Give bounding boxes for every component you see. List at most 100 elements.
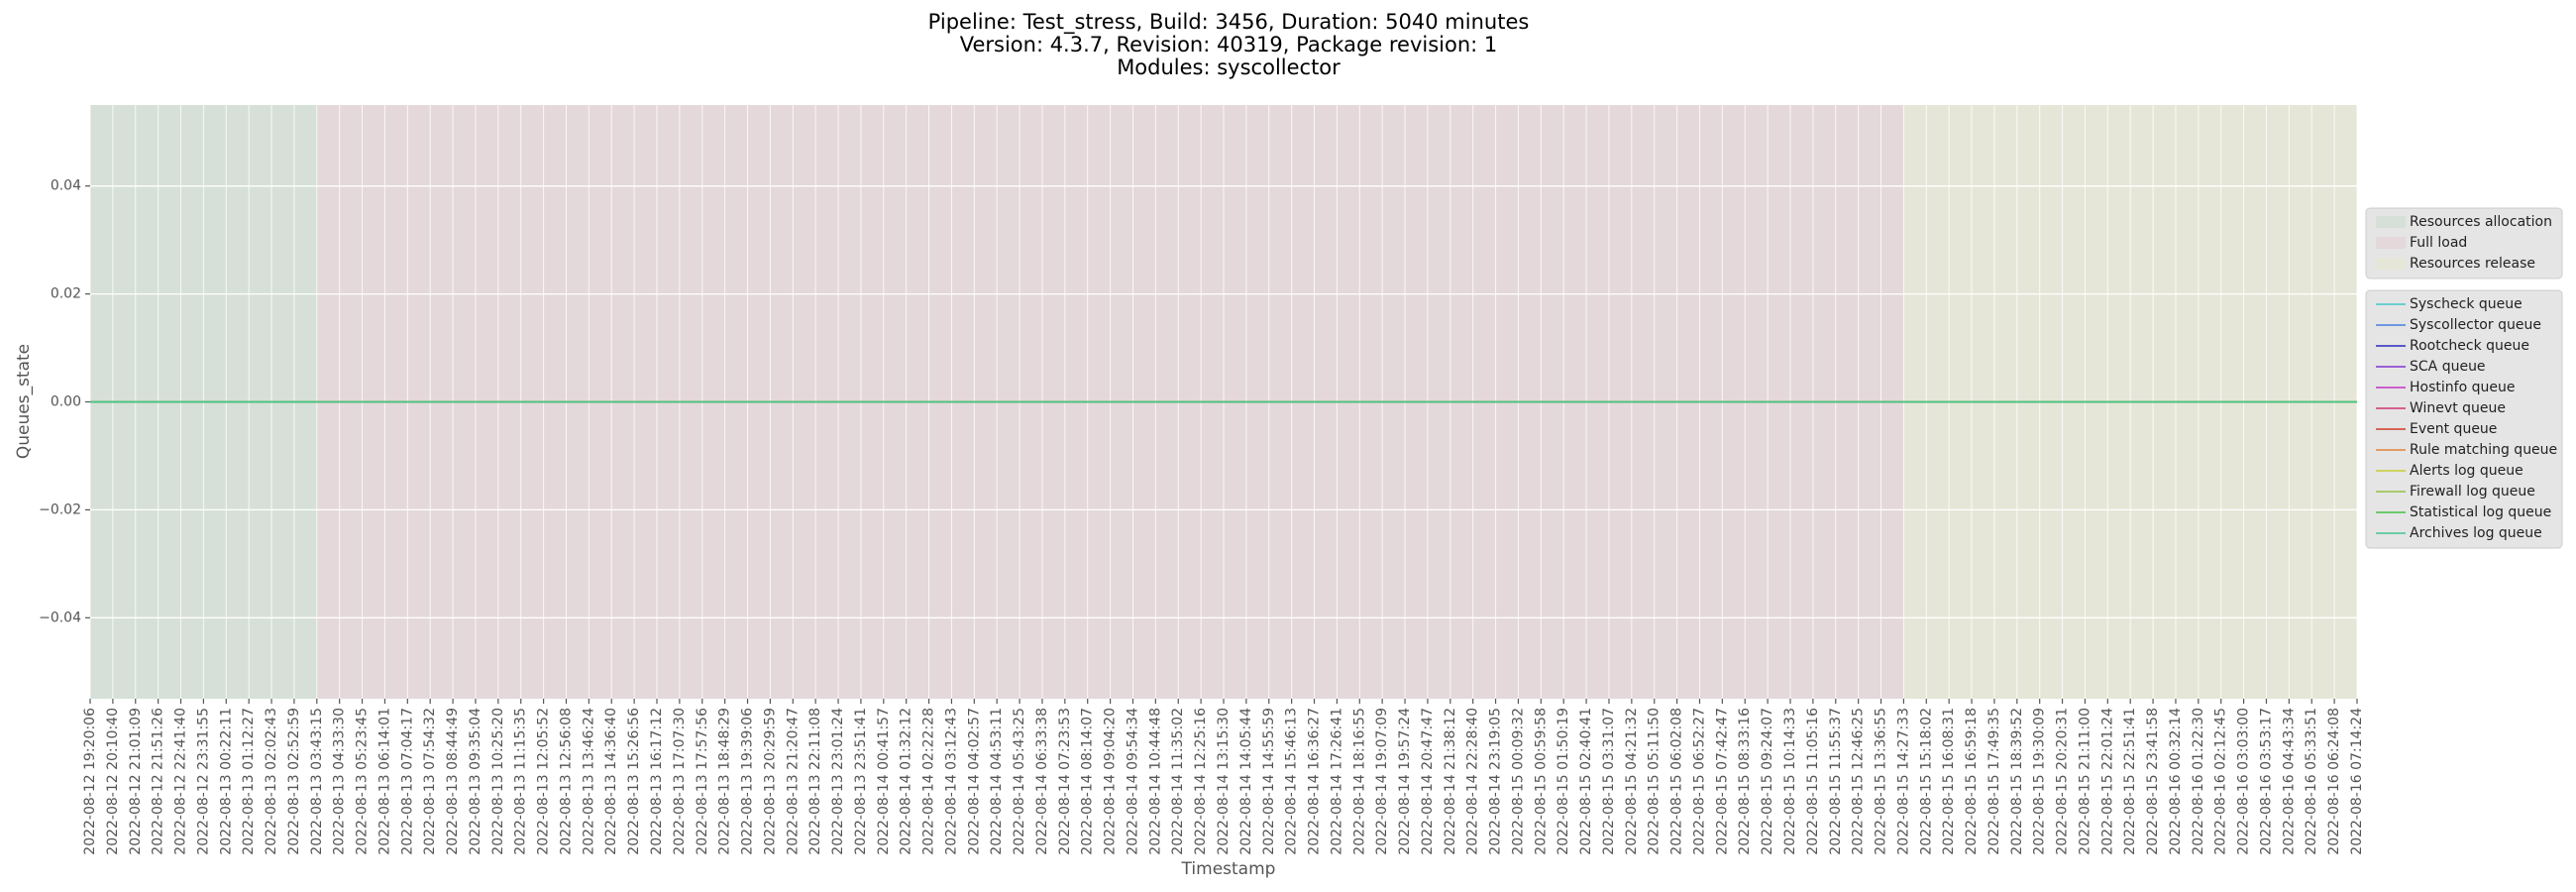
y-tick-label: −0.02: [39, 502, 81, 517]
x-tick-label: 2022-08-13 21:20:47: [785, 708, 801, 855]
y-tick-label: 0.04: [51, 178, 81, 194]
x-tick-label: 2022-08-14 13:15:30: [1216, 708, 1232, 855]
x-tick-label: 2022-08-13 05:23:45: [355, 708, 371, 855]
x-tick-label: 2022-08-16 02:12:45: [2213, 708, 2229, 855]
x-tick-label: 2022-08-12 23:31:55: [195, 708, 211, 855]
x-tick-label: 2022-08-13 02:52:59: [286, 708, 302, 855]
x-tick-label: 2022-08-13 20:29:59: [762, 708, 778, 855]
x-tick-label: 2022-08-14 14:05:44: [1238, 708, 1254, 855]
x-tick-label: 2022-08-14 20:47:47: [1420, 708, 1436, 855]
x-tick-label: 2022-08-15 00:59:58: [1533, 708, 1549, 855]
x-tick-label: 2022-08-13 23:01:24: [830, 708, 846, 855]
x-tick-label: 2022-08-13 19:39:06: [740, 708, 756, 855]
x-tick-label: 2022-08-14 10:44:48: [1147, 708, 1163, 855]
x-tick-label: 2022-08-12 21:51:26: [151, 708, 166, 855]
x-tick-label: 2022-08-14 17:26:41: [1329, 708, 1344, 855]
legend-label: SCA queue: [2410, 359, 2486, 375]
x-tick-label: 2022-08-13 07:54:32: [422, 708, 438, 855]
x-tick-label: 2022-08-15 16:59:18: [1964, 708, 1980, 855]
x-tick-label: 2022-08-13 00:22:11: [218, 708, 234, 855]
x-tick-label: 2022-08-14 09:04:20: [1103, 708, 1119, 855]
x-axis-label: Timestamp: [1181, 859, 1276, 879]
legend-label: Resources allocation: [2410, 214, 2552, 230]
x-tick-label: 2022-08-16 03:53:17: [2258, 708, 2274, 855]
x-tick-label: 2022-08-15 04:21:32: [1624, 708, 1640, 855]
x-tick-label: 2022-08-13 23:51:41: [853, 708, 869, 855]
chart-title: Pipeline: Test_stress, Build: 3456, Dura…: [928, 10, 1530, 35]
x-tick-label: 2022-08-14 05:43:25: [1012, 708, 1027, 855]
x-tick-label: 2022-08-14 14:55:59: [1261, 708, 1277, 855]
legend-swatch: [2376, 258, 2406, 270]
x-tick-label: 2022-08-13 09:35:04: [468, 708, 483, 855]
x-tick-label: 2022-08-13 18:48:29: [717, 708, 733, 855]
x-tick-label: 2022-08-15 16:08:31: [1941, 708, 1957, 855]
legend-label: Resources release: [2410, 256, 2535, 272]
x-tick-label: 2022-08-14 18:16:55: [1351, 708, 1367, 855]
x-tick-label: 2022-08-14 12:25:16: [1193, 708, 1209, 855]
legend-swatch: [2376, 216, 2406, 228]
x-tick-label: 2022-08-14 04:53:11: [989, 708, 1005, 855]
legend-label: Statistical log queue: [2410, 504, 2551, 520]
legend-box: [2365, 207, 2563, 279]
legend-label: Winevt queue: [2410, 400, 2506, 416]
x-tick-label: 2022-08-14 21:38:12: [1443, 708, 1458, 855]
y-tick-label: −0.04: [39, 610, 81, 625]
x-tick-label: 2022-08-14 03:12:43: [943, 708, 959, 855]
x-tick-label: 2022-08-15 11:05:16: [1805, 708, 1821, 855]
x-tick-label: 2022-08-15 05:11:50: [1647, 708, 1663, 855]
x-tick-label: 2022-08-14 19:57:24: [1397, 708, 1413, 855]
x-tick-label: 2022-08-15 21:11:00: [2077, 708, 2093, 855]
x-tick-label: 2022-08-15 07:42:47: [1714, 708, 1730, 855]
x-tick-label: 2022-08-15 12:46:25: [1851, 708, 1867, 855]
x-tick-label: 2022-08-13 04:33:30: [332, 708, 348, 855]
x-tick-label: 2022-08-14 09:54:34: [1125, 708, 1140, 855]
x-tick-label: 2022-08-16 06:24:08: [2326, 708, 2342, 855]
x-tick-label: 2022-08-15 09:24:07: [1760, 708, 1775, 855]
x-tick-label: 2022-08-14 02:22:28: [921, 708, 937, 855]
x-tick-label: 2022-08-16 07:14:24: [2349, 708, 2365, 855]
x-tick-label: 2022-08-14 15:46:13: [1284, 708, 1300, 855]
legend-label: Syscheck queue: [2410, 296, 2522, 312]
y-axis-label: Queues_state: [14, 344, 34, 459]
x-tick-label: 2022-08-12 21:01:09: [128, 708, 144, 855]
x-tick-label: 2022-08-12 19:20:06: [82, 708, 98, 855]
y-tick-label: 0.02: [51, 286, 81, 302]
legend-label: Hostinfo queue: [2410, 380, 2515, 395]
x-tick-label: 2022-08-12 20:10:40: [105, 708, 121, 855]
x-tick-label: 2022-08-14 19:07:09: [1374, 708, 1390, 855]
x-tick-label: 2022-08-16 04:43:34: [2281, 708, 2297, 855]
x-tick-label: 2022-08-15 17:49:35: [1986, 708, 2002, 855]
x-tick-label: 2022-08-16 01:22:30: [2191, 708, 2206, 855]
x-tick-label: 2022-08-13 02:02:43: [264, 708, 279, 855]
x-tick-label: 2022-08-15 13:36:55: [1874, 708, 1889, 855]
x-tick-label: 2022-08-14 07:23:53: [1057, 708, 1073, 855]
legend-swatch: [2376, 237, 2406, 249]
x-tick-label: 2022-08-13 12:56:08: [558, 708, 574, 855]
x-tick-label: 2022-08-13 07:04:17: [399, 708, 415, 855]
legend-label: Rootcheck queue: [2410, 338, 2529, 354]
x-tick-label: 2022-08-13 01:12:27: [241, 708, 257, 855]
x-tick-label: 2022-08-14 06:33:38: [1034, 708, 1050, 855]
x-tick-label: 2022-08-16 05:33:51: [2304, 708, 2319, 855]
x-tick-label: 2022-08-15 22:01:24: [2099, 708, 2115, 855]
x-tick-label: 2022-08-15 19:30:09: [2032, 708, 2048, 855]
chart-title: Version: 4.3.7, Revision: 40319, Package…: [960, 33, 1498, 56]
y-tick-label: 0.00: [51, 394, 81, 410]
x-tick-label: 2022-08-14 00:41:57: [876, 708, 892, 855]
x-tick-label: 2022-08-14 23:19:05: [1488, 708, 1504, 855]
x-tick-label: 2022-08-16 00:32:14: [2168, 708, 2184, 855]
x-tick-label: 2022-08-13 17:57:56: [695, 708, 710, 855]
x-tick-label: 2022-08-16 03:03:00: [2236, 708, 2252, 855]
legend-label: Firewall log queue: [2410, 484, 2535, 500]
legend-label: Alerts log queue: [2410, 463, 2523, 479]
x-tick-label: 2022-08-13 22:11:08: [807, 708, 823, 855]
x-tick-label: 2022-08-13 10:25:20: [490, 708, 506, 855]
x-tick-label: 2022-08-14 11:35:02: [1170, 708, 1186, 855]
x-tick-label: 2022-08-15 20:20:31: [2055, 708, 2071, 855]
x-tick-label: 2022-08-13 03:43:15: [309, 708, 325, 855]
x-tick-label: 2022-08-15 15:18:02: [1918, 708, 1934, 855]
x-tick-label: 2022-08-15 14:27:33: [1895, 708, 1911, 855]
x-tick-label: 2022-08-15 22:51:41: [2122, 708, 2138, 855]
x-tick-label: 2022-08-13 15:26:56: [626, 708, 642, 855]
